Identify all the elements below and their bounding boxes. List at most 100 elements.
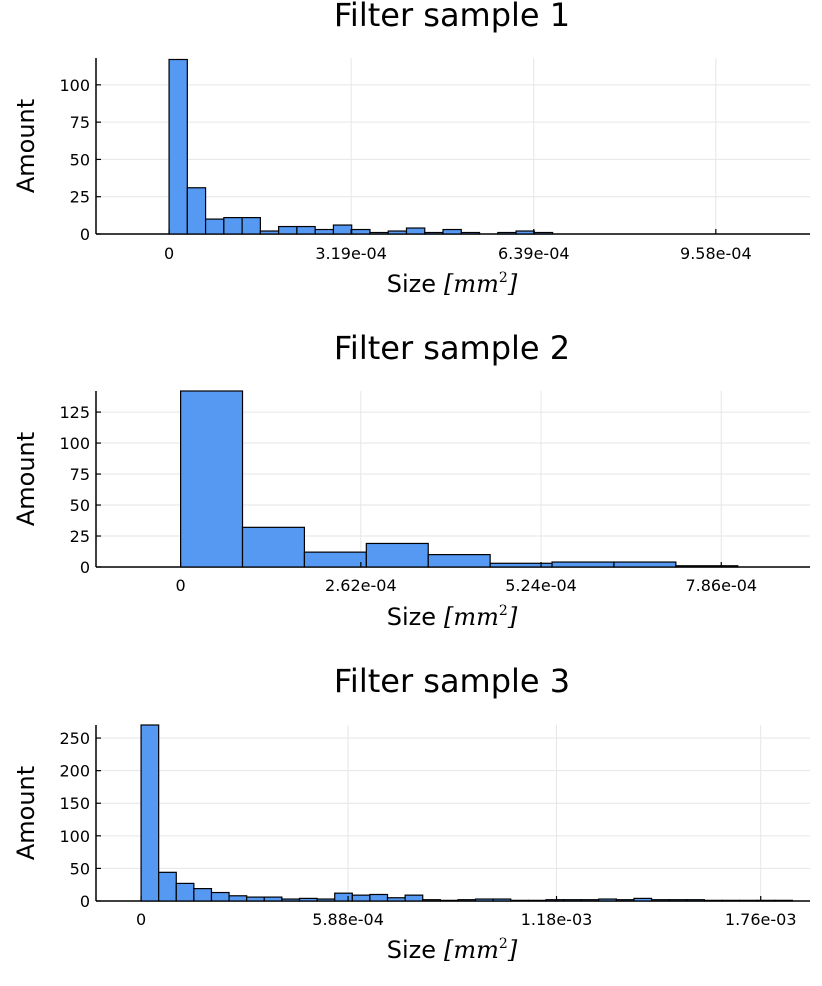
histogram-bar (175, 882, 195, 902)
chart-title: Filter sample 2 (334, 329, 570, 367)
histogram-bar (193, 888, 213, 902)
x-tick-label: 7.86e-04 (685, 576, 757, 595)
histogram-bar (562, 899, 582, 902)
histogram-bar (457, 899, 477, 902)
histogram-bar (721, 899, 741, 902)
histogram-bar (365, 542, 429, 568)
histogram-bar (489, 562, 553, 568)
histogram-bar (703, 899, 723, 902)
histogram-bar (241, 526, 306, 568)
histogram-bar (533, 231, 554, 235)
histogram-bar (180, 390, 244, 568)
x-tick-label: 5.24e-04 (505, 576, 577, 595)
x-axis-unit-close: ] (507, 270, 518, 298)
histogram-bar (387, 230, 408, 235)
histogram-bar (334, 892, 353, 902)
histogram-bar (386, 897, 406, 902)
histogram-bar (492, 898, 512, 902)
x-axis-label-text: Size (387, 936, 436, 964)
x-axis-label-text: Size (387, 603, 436, 631)
x-tick-label: 0 (164, 244, 174, 263)
x-tick-label: 9.58e-04 (680, 244, 752, 263)
histogram-bar (551, 561, 615, 568)
y-tick-label: 50 (70, 150, 90, 169)
histogram-panel-1: 0 25 50 75 100 0 3.19e-04 6.39e-04 9.58e-04 Filte… (12, 0, 810, 298)
histogram-bar (278, 225, 298, 235)
x-axis-unit-exponent: 2 (499, 603, 508, 619)
histogram-bar (140, 724, 160, 902)
x-tick-label: 1.76e-03 (725, 910, 797, 929)
histogram-bar (545, 899, 565, 902)
histogram-bar (158, 871, 177, 902)
y-tick-label: 75 (70, 113, 90, 132)
x-tick-label: 3.19e-04 (315, 244, 387, 263)
x-axis-unit-close: ] (507, 936, 518, 964)
histogram-bar (186, 187, 207, 235)
y-tick-label: 150 (59, 794, 90, 813)
histogram-bar (474, 898, 494, 902)
histogram-bar (510, 899, 529, 902)
histogram-bar (210, 891, 230, 902)
histogram-bar (405, 227, 426, 235)
y-axis-label: Amount (12, 99, 40, 193)
histogram-bar (204, 218, 225, 235)
y-tick-label: 75 (70, 465, 90, 484)
y-tick-label: 50 (70, 496, 90, 515)
x-axis-unit: [mm (444, 270, 499, 298)
histogram-bar (686, 899, 705, 902)
histogram-panel-2: 0 25 50 75 100 125 0 2.62e-04 5.24e-04 7.86e-04 Fi… (12, 329, 810, 631)
histogram-bar (424, 231, 444, 235)
histogram-panel-3: 0 50 100 150 200 250 0 5.88e-04 1.18e-03 1.76e-03… (12, 662, 810, 964)
histogram-bar (427, 554, 491, 568)
x-tick-label: 2.62e-04 (325, 576, 397, 595)
histogram-bar (223, 216, 243, 235)
histogram-bar (351, 894, 371, 902)
histogram-bar (598, 898, 617, 902)
histogram-bar (580, 899, 600, 902)
histogram-bar (738, 899, 758, 902)
x-axis-unit: [mm (444, 936, 499, 964)
y-tick-label: 100 (59, 76, 90, 95)
histogram-bar (168, 58, 188, 235)
histogram-bar (527, 899, 547, 902)
histogram-bar (615, 899, 635, 902)
y-tick-label: 0 (80, 558, 90, 577)
y-axis-label: Amount (12, 766, 40, 860)
histogram-bar (296, 225, 316, 235)
histogram-bar (668, 899, 688, 902)
y-tick-label: 200 (59, 762, 90, 781)
histogram-bar (246, 896, 265, 902)
y-tick-label: 125 (59, 403, 90, 422)
histogram-bar (442, 228, 462, 235)
histogram-bar (298, 897, 318, 902)
histogram-bar (263, 896, 283, 902)
histogram-bar (259, 230, 280, 235)
x-axis-unit-exponent: 2 (499, 936, 508, 952)
histogram-bar (228, 895, 248, 902)
histogram-bar (303, 551, 367, 568)
x-axis-unit: [mm (444, 603, 499, 631)
histogram-bar (241, 216, 261, 235)
y-tick-label: 25 (70, 527, 90, 546)
x-tick-label: 0 (176, 576, 186, 595)
histogram-bar (774, 899, 793, 902)
x-axis-unit-exponent: 2 (499, 270, 508, 286)
histogram-bar (439, 899, 459, 902)
x-tick-label: 1.18e-03 (521, 910, 593, 929)
histogram-bar (613, 561, 677, 568)
y-tick-label: 100 (59, 434, 90, 453)
x-axis-label: Size [mm2] (387, 603, 518, 631)
y-axis-label: Amount (12, 432, 40, 526)
histogram-bar (369, 893, 389, 902)
histogram-bar (281, 898, 301, 902)
chart-title: Filter sample 3 (334, 662, 570, 700)
histogram-bar (332, 224, 353, 235)
y-tick-label: 100 (59, 827, 90, 846)
histogram-bar (515, 230, 535, 235)
y-tick-label: 25 (70, 188, 90, 207)
chart-title: Filter sample 1 (334, 0, 570, 34)
x-axis-unit-close: ] (507, 603, 518, 631)
histogram-bar (351, 228, 371, 235)
histogram-bar (369, 231, 389, 235)
